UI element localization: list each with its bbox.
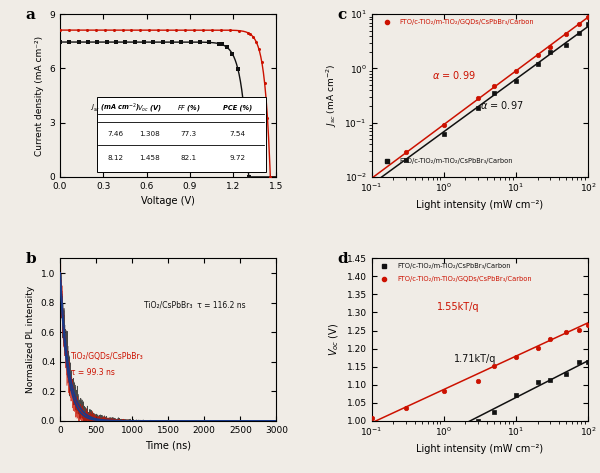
Text: FTO/c-TiO₂/m-TiO₂/GQDs/CsPbBr₃/Carbon: FTO/c-TiO₂/m-TiO₂/GQDs/CsPbBr₃/Carbon <box>398 276 532 281</box>
Y-axis label: Current density (mA cm⁻²): Current density (mA cm⁻²) <box>35 35 44 156</box>
Text: 77.3: 77.3 <box>181 131 197 137</box>
Text: FTO/c-TiO₂/m-TiO₂/GQDs/CsPbBr₃/Carbon: FTO/c-TiO₂/m-TiO₂/GQDs/CsPbBr₃/Carbon <box>400 18 535 25</box>
Text: 1.458: 1.458 <box>139 155 160 161</box>
X-axis label: Time (ns): Time (ns) <box>145 440 191 450</box>
Text: 1.308: 1.308 <box>139 131 160 137</box>
Text: 1.55kT/q: 1.55kT/q <box>437 302 479 312</box>
Text: 82.1: 82.1 <box>181 155 197 161</box>
Text: 7.54: 7.54 <box>229 131 245 137</box>
Text: $\alpha$ = 0.99: $\alpha$ = 0.99 <box>432 69 476 81</box>
Text: TiO₂/CsPbBr₃  τ = 116.2 ns: TiO₂/CsPbBr₃ τ = 116.2 ns <box>145 300 246 309</box>
Text: d: d <box>337 252 347 266</box>
Text: $FF$ (%): $FF$ (%) <box>177 103 201 113</box>
Text: FTO/c-TiO₂/m-TiO₂/CsPbBr₃/Carbon: FTO/c-TiO₂/m-TiO₂/CsPbBr₃/Carbon <box>400 158 513 164</box>
Text: TiO₂/GQDs/CsPbBr₃: TiO₂/GQDs/CsPbBr₃ <box>71 352 143 361</box>
X-axis label: Light intensity (mW cm⁻²): Light intensity (mW cm⁻²) <box>416 200 544 210</box>
Text: $J_{sc}$ (mA cm$^{-2}$): $J_{sc}$ (mA cm$^{-2}$) <box>90 102 140 114</box>
Y-axis label: Normalized PL intensity: Normalized PL intensity <box>26 286 35 393</box>
X-axis label: Voltage (V): Voltage (V) <box>141 196 195 206</box>
Y-axis label: $J_{sc}$ (mA cm$^{-2}$): $J_{sc}$ (mA cm$^{-2}$) <box>325 64 339 127</box>
Text: $\alpha$ = 0.97: $\alpha$ = 0.97 <box>480 98 523 111</box>
Text: 9.72: 9.72 <box>229 155 245 161</box>
Text: 8.12: 8.12 <box>107 155 123 161</box>
X-axis label: Light intensity (mW cm⁻²): Light intensity (mW cm⁻²) <box>416 444 544 454</box>
Text: τ = 99.3 ns: τ = 99.3 ns <box>71 368 115 377</box>
Text: a: a <box>25 8 35 22</box>
Bar <box>97 97 266 172</box>
Text: PCE (%): PCE (%) <box>223 105 252 111</box>
Text: 1.71kT/q: 1.71kT/q <box>454 354 496 364</box>
Text: c: c <box>337 8 346 22</box>
Text: 7.46: 7.46 <box>107 131 123 137</box>
Y-axis label: $V_{oc}$ (V): $V_{oc}$ (V) <box>328 323 341 356</box>
Text: b: b <box>25 252 36 266</box>
Text: $V_{oc}$ (V): $V_{oc}$ (V) <box>137 103 162 113</box>
Text: FTO/c-TiO₂/m-TiO₂/CsPbBr₃/Carbon: FTO/c-TiO₂/m-TiO₂/CsPbBr₃/Carbon <box>398 263 511 269</box>
